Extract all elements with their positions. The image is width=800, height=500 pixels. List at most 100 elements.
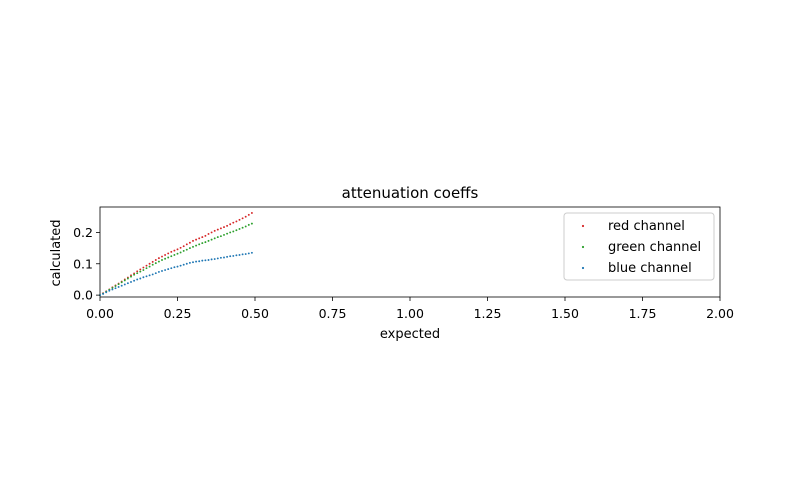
green-channel-point: [136, 272, 139, 275]
blue-channel-point: [216, 257, 219, 260]
green-channel-point: [111, 286, 114, 289]
red-channel-legend-label: red channel: [608, 219, 685, 234]
red-channel-point: [207, 233, 210, 235]
red-channel-point: [204, 234, 207, 237]
blue-channel-point: [123, 283, 126, 286]
green-channel-point: [195, 244, 198, 247]
green-channel-point: [216, 236, 219, 239]
red-channel-point: [192, 239, 194, 242]
red-channel-point: [226, 224, 229, 227]
green-channel-point: [133, 273, 136, 276]
blue-channel-point: [167, 268, 170, 271]
red-channel-point: [185, 243, 188, 246]
green-channel-legend-marker: [581, 245, 585, 249]
chart-title: attenuation coeffs: [342, 184, 479, 202]
red-channel-point: [142, 266, 145, 269]
red-channel-point: [176, 248, 179, 251]
green-channel-point: [192, 245, 194, 248]
x-tick-label: 1.00: [396, 306, 424, 321]
y-tick-label: 0.2: [73, 225, 93, 240]
x-tick-label: 2.00: [706, 306, 734, 321]
blue-channel-point: [164, 269, 167, 271]
red-channel-point: [229, 223, 232, 226]
green-channel-point: [244, 225, 247, 228]
red-channel-point: [241, 217, 244, 220]
blue-channel-point: [223, 256, 225, 259]
blue-channel-point: [105, 291, 108, 294]
blue-channel-legend-marker: [581, 266, 585, 270]
red-channel-point: [161, 255, 163, 258]
green-channel-point: [126, 277, 129, 280]
green-channel-point: [223, 233, 225, 236]
blue-channel-point: [120, 284, 123, 287]
red-channel-point: [235, 220, 238, 223]
x-tick-label: 0.75: [319, 306, 347, 321]
blue-channel-legend-label: blue channel: [608, 261, 692, 276]
blue-channel-point: [195, 260, 198, 263]
legend: red channel green channel blue channel: [563, 212, 715, 281]
blue-channel-point: [250, 251, 253, 254]
green-channel-point: [250, 222, 253, 225]
blue-channel-point: [136, 278, 139, 281]
green-channel-point: [151, 263, 154, 266]
blue-channel-point: [201, 259, 204, 262]
red-channel-point: [173, 249, 176, 252]
red-channel-point: [170, 250, 173, 253]
green-channel-point: [157, 260, 160, 263]
blue-channel-point: [130, 280, 132, 283]
blue-channel-point: [145, 275, 148, 278]
red-channel-point: [216, 228, 219, 231]
blue-channel-point: [207, 259, 210, 261]
blue-channel-point: [182, 263, 185, 266]
red-channel-point: [213, 229, 216, 232]
red-channel-point: [148, 262, 151, 265]
x-tick-label: 1.25: [474, 306, 502, 321]
blue-channel-point: [229, 255, 232, 258]
x-tick-label: 0.00: [86, 306, 114, 321]
y-tick-label: 0.0: [73, 288, 93, 303]
blue-channel-point: [102, 292, 105, 295]
green-channel-point: [204, 241, 207, 244]
blue-channel-point: [238, 254, 241, 256]
blue-channel-point: [179, 264, 182, 267]
green-channel-point: [164, 257, 167, 260]
blue-channel-point: [176, 265, 179, 268]
blue-channel-point: [210, 258, 213, 261]
green-channel-point: [210, 238, 213, 241]
red-channel-legend-marker: [581, 224, 585, 228]
red-channel-point: [198, 237, 201, 240]
blue-channel-point: [244, 253, 247, 255]
green-channel-point: [185, 248, 188, 251]
red-channel-point: [250, 212, 253, 214]
x-axis-ticks: 0.00 0.25 0.50 0.75 1.00 1.25 1.50 1.75 2.00: [86, 297, 734, 321]
legend-frame: [563, 212, 715, 281]
blue-channel-point: [173, 266, 176, 269]
red-channel-point: [210, 231, 213, 234]
green-channel-point: [173, 254, 176, 256]
blue-channel-point: [247, 252, 250, 255]
x-tick-label: 1.50: [551, 306, 579, 321]
green-channel-point: [226, 232, 229, 235]
red-channel-point: [157, 257, 160, 260]
blue-channel-point: [241, 253, 244, 256]
green-channel-point: [247, 223, 250, 226]
blue-channel-point: [170, 267, 173, 270]
blue-channel-point: [226, 255, 229, 258]
green-channel-point: [179, 251, 182, 254]
green-channel-point: [229, 231, 232, 234]
data-points: [99, 212, 253, 297]
green-channel-legend-label: green channel: [608, 240, 701, 255]
blue-channel-point: [126, 282, 129, 285]
blue-channel-point: [117, 286, 120, 288]
green-channel-point: [114, 285, 117, 287]
blue-channel-point: [198, 260, 201, 263]
blue-channel-point: [108, 289, 111, 292]
green-channel-point: [161, 259, 163, 261]
blue-channel-point: [154, 272, 157, 275]
green-channel-point: [154, 262, 157, 265]
blue-channel-point: [157, 270, 160, 273]
blue-channel-point: [192, 261, 194, 264]
red-channel-point: [195, 238, 198, 241]
blue-channel-point: [185, 262, 188, 265]
